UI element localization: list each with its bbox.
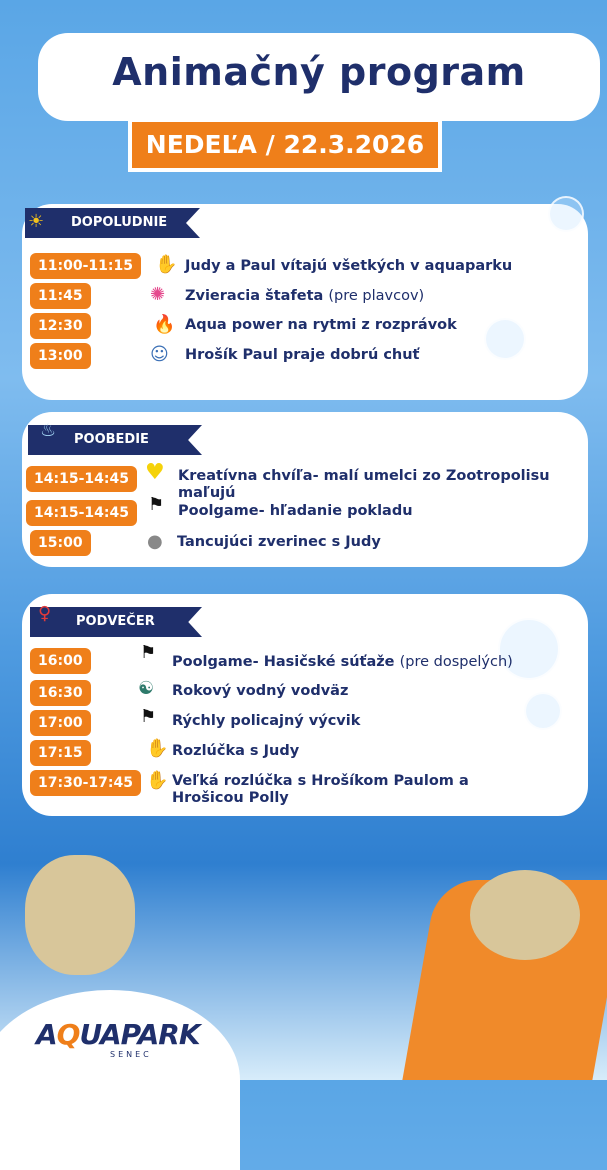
disco-ball-icon: ● [147, 531, 163, 552]
time-badge: 12:30 [30, 313, 91, 339]
page-title: Animačný program [112, 50, 526, 94]
activity-text: Veľká rozlúčka s Hrošíkom Paulom a Hroši… [172, 773, 469, 806]
time-badge: 15:00 [30, 530, 91, 556]
date-badge: NEDEĽA / 22.3.2026 [128, 118, 442, 172]
yoga-icon: ☯ [138, 678, 155, 699]
section-banner: DOPOLUDNIE [25, 208, 200, 238]
activity-text: Zvieracia štafeta (pre plavcov) [185, 288, 425, 304]
activity-text: Poolgame- hľadanie pokladu [178, 503, 413, 519]
title-card [38, 33, 600, 121]
time-badge: 14:15-14:45 [26, 466, 137, 492]
bubble-decoration [498, 618, 560, 680]
activity-text: Kreatívna chvíľa- malí umelci zo Zootrop… [178, 468, 550, 501]
hand-icon: ✋ [146, 738, 169, 759]
fire-icon: 🔥 [153, 314, 176, 335]
logo-subtitle: SENEC [110, 1050, 152, 1059]
activity-text: Poolgame- Hasičské súťaže (pre dospelých… [172, 654, 513, 670]
hand-icon: ✋ [155, 254, 178, 275]
bubble-decoration [548, 196, 584, 232]
sun-icon: ☀ [28, 211, 45, 232]
time-badge: 17:15 [30, 740, 91, 766]
heart-icon: ♥ [145, 460, 165, 485]
section-banner: POOBEDIE [28, 425, 202, 455]
bubble-decoration [484, 318, 526, 360]
activity-text: Rozlúčka s Judy [172, 743, 300, 759]
time-badge: 16:30 [30, 680, 91, 706]
activity-text: Judy a Paul vítajú všetkých v aquaparku [185, 258, 513, 274]
splash-icon: ✺ [150, 284, 166, 305]
hand-icon: ✋ [146, 770, 169, 791]
logo-background [0, 990, 240, 1170]
water-splash-icon: ♨ [40, 420, 57, 441]
activity-text: Rýchly policajný výcvik [172, 713, 361, 729]
time-badge: 17:30-17:45 [30, 770, 141, 796]
activity-text: Hrošík Paul praje dobrú chuť [185, 347, 420, 363]
checkered-flag-icon: ⚑ [140, 642, 157, 663]
time-badge: 13:00 [30, 343, 91, 369]
time-badge: 14:15-14:45 [26, 500, 137, 526]
mascot-icon: ☺ [150, 344, 169, 365]
checkered-flag-icon: ⚑ [140, 706, 157, 727]
section-banner: PODVEČER [30, 607, 202, 637]
time-badge: 11:00-11:15 [30, 253, 141, 279]
bubble-decoration [524, 692, 562, 730]
snorkel-hippo-illustration [25, 855, 135, 975]
time-badge: 16:00 [30, 648, 91, 674]
activity-text: Aqua power na rytmi z rozprávok [185, 317, 457, 333]
aquapark-logo: AQUAPARK [36, 1018, 201, 1051]
checkered-flag-icon: ⚑ [148, 494, 165, 515]
time-badge: 11:45 [30, 283, 91, 309]
hippo-mascot-illustration [470, 870, 580, 960]
activity-text: Rokový vodný vodväz [172, 683, 349, 699]
time-badge: 17:00 [30, 710, 91, 736]
swimmer-icon: ♀ [38, 603, 52, 624]
activity-text: Tancujúci zverinec s Judy [177, 534, 381, 550]
